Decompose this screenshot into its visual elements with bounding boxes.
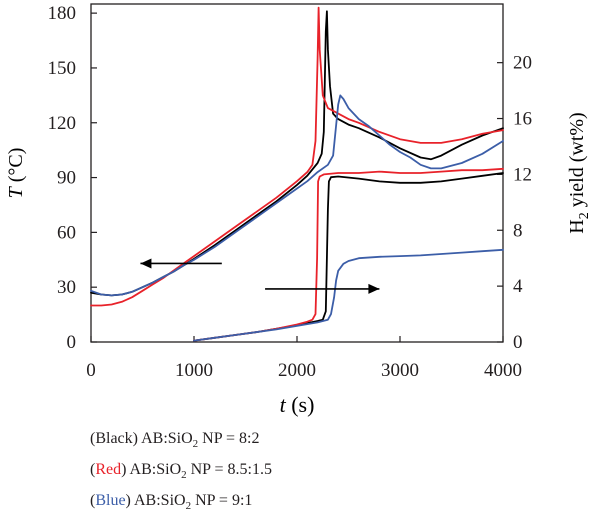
series-blue-h2-yield-line bbox=[193, 248, 504, 342]
x-axis-label: t (s) bbox=[280, 392, 315, 417]
y-left-tick-label: 180 bbox=[48, 3, 77, 24]
y-right-tick-label: 12 bbox=[513, 164, 532, 185]
x-tick-label: 0 bbox=[86, 360, 96, 381]
y-axis-right-label: H2 yield (wt%) bbox=[566, 112, 592, 233]
axis-arrow-left bbox=[140, 258, 222, 269]
series-red-temperature-line bbox=[90, 6, 504, 307]
y-right-tick-label: 4 bbox=[513, 276, 523, 297]
x-tick-label: 3000 bbox=[381, 360, 419, 381]
ticks-layer: 0 1000 2000 3000 4000 0 30 60 90 120 150 180 0 4 8 12 16… bbox=[48, 3, 533, 381]
plot-frame bbox=[90, 3, 504, 343]
x-tick-label: 2000 bbox=[278, 360, 316, 381]
y-left-tick-label: 60 bbox=[57, 222, 76, 243]
series-red-h2-yield-line bbox=[193, 167, 504, 342]
legend-color-name: Blue bbox=[95, 492, 126, 509]
y-right-tick-label: 8 bbox=[513, 220, 523, 241]
axis-arrow-right bbox=[265, 283, 380, 294]
y-left-tick-label: 0 bbox=[67, 332, 77, 353]
x-tick-label: 4000 bbox=[484, 360, 522, 381]
legend-color-name: Black bbox=[95, 430, 133, 447]
y-right-tick-label: 20 bbox=[513, 53, 532, 74]
series-black-h2-yield-line bbox=[193, 172, 504, 342]
y-right-tick-label: 0 bbox=[513, 332, 523, 353]
arrow-layer bbox=[140, 258, 380, 294]
y-axis-left-label: T (°C) bbox=[5, 148, 27, 199]
series-layer bbox=[90, 6, 504, 342]
series-blue-temperature-line bbox=[90, 94, 504, 297]
y-left-tick-label: 30 bbox=[57, 277, 76, 298]
y-left-tick-label: 150 bbox=[48, 58, 77, 79]
x-tick-label: 1000 bbox=[175, 360, 213, 381]
legend-entry-blue: (Blue) AB:SiO2 NP = 9:1 bbox=[90, 492, 253, 513]
series-black-temperature-line bbox=[90, 10, 504, 297]
y-left-tick-label: 120 bbox=[48, 113, 77, 134]
legend-entry-black: (Black) AB:SiO2 NP = 8:2 bbox=[90, 430, 260, 451]
chart-area: 0 1000 2000 3000 4000 0 30 60 90 120 150 180 0 4 8 12 16… bbox=[5, 3, 592, 417]
legend-color-name: Red bbox=[95, 461, 122, 478]
y-right-tick-label: 16 bbox=[513, 109, 532, 130]
y-left-tick-label: 90 bbox=[57, 168, 76, 189]
legend-entry-red: (Red) AB:SiO2 NP = 8.5:1.5 bbox=[90, 461, 272, 482]
